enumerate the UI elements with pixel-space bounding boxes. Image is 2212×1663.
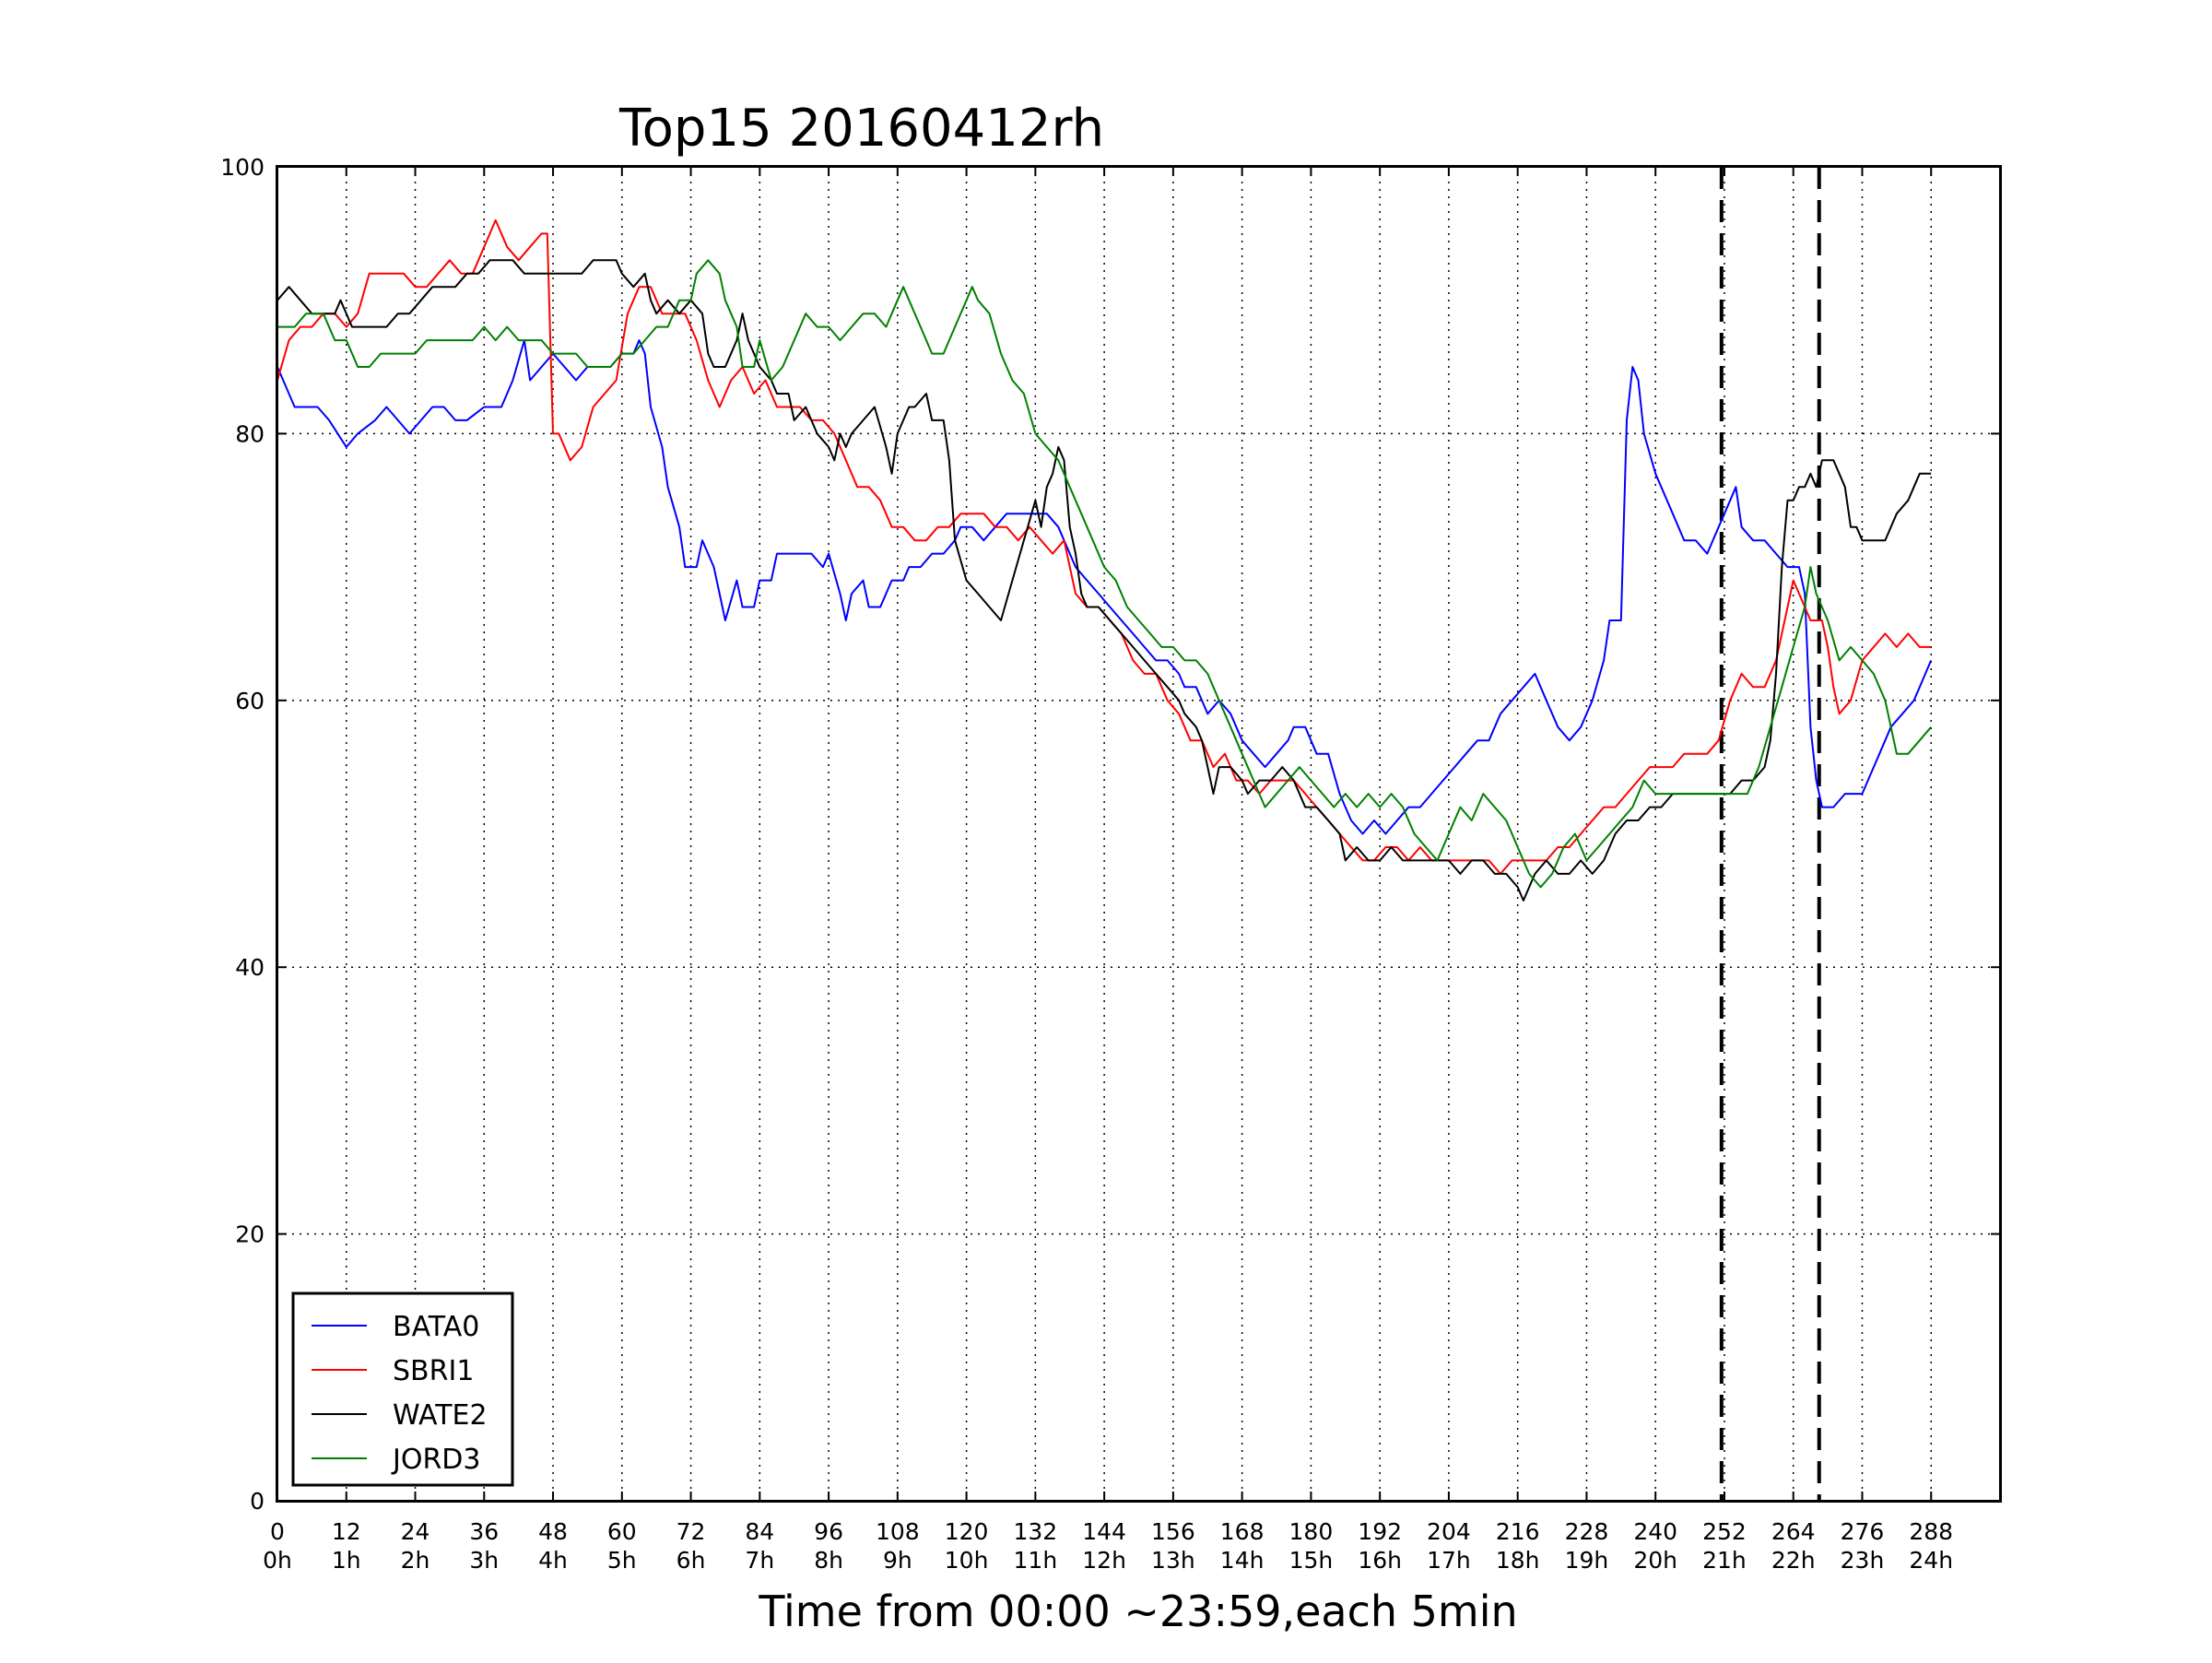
x-tick-label: 108 xyxy=(876,1518,920,1545)
x-tick-label: 240 xyxy=(1633,1518,1677,1545)
chart-title: Top15 20160412rh xyxy=(618,99,1104,159)
x-tick-label: 180 xyxy=(1289,1518,1334,1545)
x-tick-hour-label: 14h xyxy=(1220,1547,1265,1574)
x-tick-hour-label: 21h xyxy=(1702,1547,1747,1574)
x-tick-hour-label: 2h xyxy=(401,1547,430,1574)
marker-lines xyxy=(1719,167,1821,1501)
x-tick-hour-label: 5h xyxy=(607,1547,637,1574)
tick-layer xyxy=(276,166,2000,1502)
x-tick-hour-label: 18h xyxy=(1496,1547,1540,1574)
grid-layer xyxy=(277,167,2000,1501)
x-tick-label: 24 xyxy=(401,1518,430,1545)
x-tick-label: 72 xyxy=(677,1518,706,1545)
x-tick-label: 0 xyxy=(270,1518,285,1545)
x-tick-hour-label: 11h xyxy=(1014,1547,1058,1574)
y-tick-label: 80 xyxy=(235,420,265,447)
x-tick-label: 48 xyxy=(538,1518,568,1545)
x-tick-label: 12 xyxy=(332,1518,361,1545)
x-tick-hour-label: 20h xyxy=(1633,1547,1677,1574)
x-tick-hour-label: 22h xyxy=(1771,1547,1816,1574)
x-tick-hour-label: 7h xyxy=(745,1547,774,1574)
x-tick-label: 36 xyxy=(469,1518,499,1545)
x-tick-hour-label: 10h xyxy=(945,1547,989,1574)
x-tick-label: 144 xyxy=(1082,1518,1126,1545)
x-tick-label: 228 xyxy=(1565,1518,1609,1545)
x-tick-hour-label: 16h xyxy=(1358,1547,1402,1574)
y-tick-label: 40 xyxy=(235,954,265,981)
x-tick-label: 96 xyxy=(814,1518,843,1545)
x-tick-hour-label: 23h xyxy=(1841,1547,1885,1574)
x-tick-label: 120 xyxy=(945,1518,989,1545)
x-tick-label: 132 xyxy=(1014,1518,1058,1545)
y-tick-labels: 0 20 40 60 80 100 xyxy=(220,154,265,1515)
x-tick-hour-label: 6h xyxy=(677,1547,706,1574)
x-tick-label: 156 xyxy=(1151,1518,1195,1545)
series-layer xyxy=(276,218,1933,902)
x-tick-hour-label: 4h xyxy=(538,1547,568,1574)
x-tick-hour-label: 9h xyxy=(883,1547,912,1574)
x-tick-label: 60 xyxy=(607,1518,637,1545)
x-tick-hour-label: 19h xyxy=(1565,1547,1609,1574)
legend-label: BATA0 xyxy=(393,1311,479,1343)
y-tick-label: 60 xyxy=(235,688,265,714)
x-axis-label: Time from 00:00 ~23:59,each 5min xyxy=(758,1586,1517,1636)
x-tick-label: 204 xyxy=(1427,1518,1471,1545)
legend-label: WATE2 xyxy=(393,1399,488,1432)
x-tick-label: 168 xyxy=(1220,1518,1265,1545)
y-tick-label: 100 xyxy=(220,154,265,181)
plot-area-frame xyxy=(276,165,2002,1503)
x-tick-hour-label: 12h xyxy=(1082,1547,1126,1574)
x-tick-label: 216 xyxy=(1496,1518,1540,1545)
x-tick-hour-label: 1h xyxy=(332,1547,361,1574)
x-tick-hour-label: 0h xyxy=(263,1547,292,1574)
x-tick-hour-label: 15h xyxy=(1289,1547,1334,1574)
legend-label: SBRI1 xyxy=(393,1355,474,1387)
x-tick-label: 84 xyxy=(745,1518,774,1545)
legend-label: JORD3 xyxy=(391,1444,481,1476)
series-line-jord3 xyxy=(277,259,1932,889)
x-tick-label: 288 xyxy=(1909,1518,1953,1545)
x-tick-label: 276 xyxy=(1841,1518,1885,1545)
x-tick-hour-label: 8h xyxy=(814,1547,843,1574)
x-tick-label: 192 xyxy=(1358,1518,1402,1545)
x-tick-hour-label: 24h xyxy=(1909,1547,1953,1574)
x-tick-hour-label: 17h xyxy=(1427,1547,1471,1574)
legend: BATA0 SBRI1 WATE2 JORD3 xyxy=(291,1291,514,1487)
x-tick-label: 264 xyxy=(1771,1518,1816,1545)
x-tick-hour-label: 3h xyxy=(469,1547,499,1574)
x-tick-label: 252 xyxy=(1702,1518,1747,1545)
legend-items: BATA0 SBRI1 WATE2 JORD3 xyxy=(312,1311,488,1476)
x-tick-hour-label: 13h xyxy=(1151,1547,1195,1574)
y-tick-label: 0 xyxy=(250,1488,265,1515)
y-tick-label: 20 xyxy=(235,1221,265,1248)
